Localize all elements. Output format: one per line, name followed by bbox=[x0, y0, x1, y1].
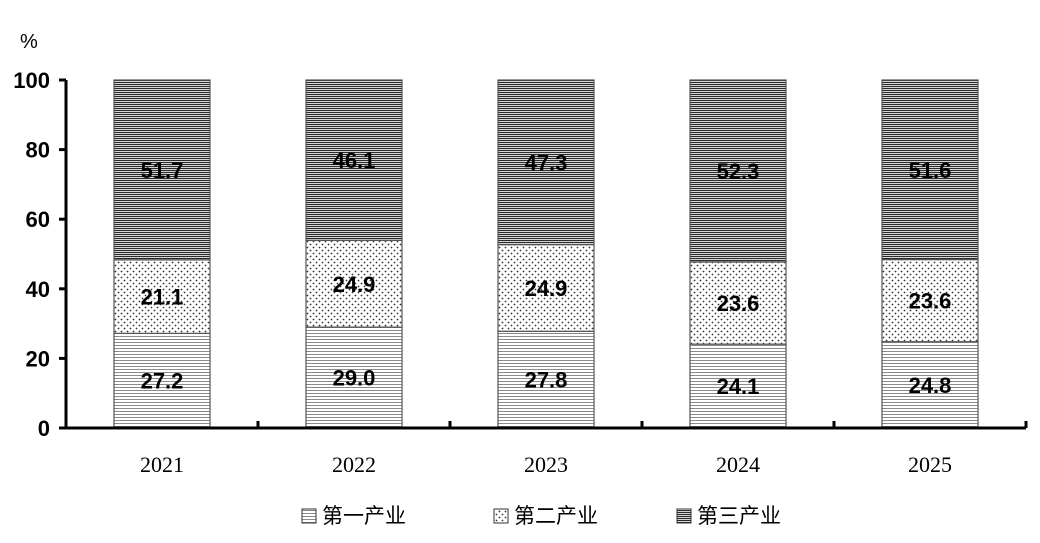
bar-2024-series-1 bbox=[689, 343, 787, 429]
data-label-2021-series-1: 27.2 bbox=[141, 369, 184, 394]
bar-2024-series-3 bbox=[689, 79, 787, 263]
data-label-2024-series-3: 52.3 bbox=[717, 159, 760, 184]
data-label-2025-series-2: 23.6 bbox=[909, 289, 952, 314]
data-label-2024-series-2: 23.6 bbox=[717, 291, 760, 316]
y-tick-label: 100 bbox=[13, 68, 50, 93]
bar-2021-series-3 bbox=[113, 79, 211, 261]
bar-2023-series-2 bbox=[497, 244, 595, 332]
bar-2025-series-3 bbox=[881, 79, 979, 261]
data-label-2024-series-1: 24.1 bbox=[717, 374, 760, 399]
legend-item-3: 第三产业 bbox=[676, 504, 781, 528]
x-tick-label: 2024 bbox=[716, 452, 760, 477]
data-label-2025-series-3: 51.6 bbox=[909, 158, 952, 183]
legend: 第一产业 第二产业 第三产业 bbox=[301, 504, 781, 528]
x-tick-label: 2025 bbox=[908, 452, 952, 477]
legend-swatch-1 bbox=[301, 508, 317, 524]
bar-2023-series-3 bbox=[497, 79, 595, 246]
legend-item-1: 第一产业 bbox=[301, 504, 406, 528]
bar-2021-series-1 bbox=[113, 332, 211, 429]
bar-2024-series-2 bbox=[689, 261, 787, 345]
data-label-2021-series-2: 21.1 bbox=[141, 285, 184, 310]
bar-2022-series-2 bbox=[305, 239, 403, 328]
x-tick-label: 2021 bbox=[140, 452, 184, 477]
data-label-2022-series-1: 29.0 bbox=[333, 366, 376, 391]
x-axis: 2021 2022 2023 2024 2025 bbox=[64, 421, 1028, 477]
y-tick-label: 40 bbox=[26, 277, 50, 302]
data-label-2023-series-1: 27.8 bbox=[525, 368, 568, 393]
x-tick-label: 2023 bbox=[524, 452, 568, 477]
y-tick-label: 60 bbox=[26, 207, 50, 232]
y-tick-label: 20 bbox=[26, 346, 50, 371]
y-tick-label: 80 bbox=[26, 138, 50, 163]
bar-2022-series-3 bbox=[305, 79, 403, 242]
bar-2022-series-1 bbox=[305, 326, 403, 429]
bar-2025-series-1 bbox=[881, 341, 979, 429]
x-tick-label: 2022 bbox=[332, 452, 376, 477]
legend-label-2: 第二产业 bbox=[514, 504, 598, 528]
bar-2021-series-2 bbox=[113, 259, 211, 334]
y-unit-label: % bbox=[20, 31, 38, 53]
y-tick-label: 0 bbox=[38, 416, 50, 441]
data-label-2023-series-3: 47.3 bbox=[525, 150, 568, 175]
legend-swatch-3 bbox=[676, 508, 692, 524]
data-label-2022-series-3: 46.1 bbox=[333, 148, 376, 173]
data-label-2022-series-2: 24.9 bbox=[333, 272, 376, 297]
y-axis: 0 20 40 60 80 100 bbox=[13, 68, 68, 441]
legend-item-2: 第二产业 bbox=[493, 504, 598, 528]
legend-label-1: 第一产业 bbox=[322, 504, 406, 528]
data-label-2023-series-2: 24.9 bbox=[525, 276, 568, 301]
bars: 27.2 21.1 51.7 29.0 24.9 46.1 27.8 24.9 47.3 24.1… bbox=[113, 79, 979, 429]
legend-label-3: 第三产业 bbox=[697, 504, 781, 528]
data-label-2025-series-1: 24.8 bbox=[909, 373, 952, 398]
legend-swatch-2 bbox=[493, 508, 509, 524]
data-label-2021-series-3: 51.7 bbox=[141, 158, 184, 183]
